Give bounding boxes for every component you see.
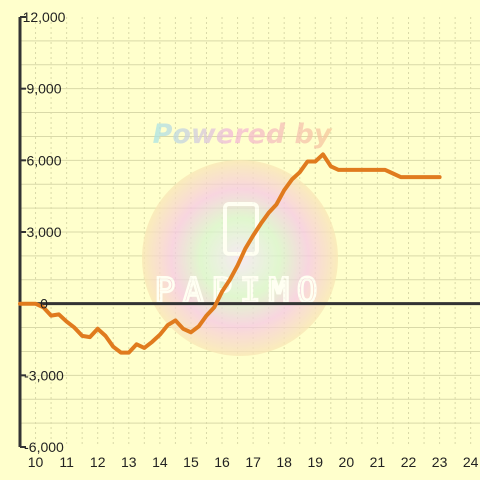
x-tick-label: 13: [121, 454, 137, 470]
x-tick-label: 10: [28, 454, 44, 470]
x-tick-label: 12: [90, 454, 106, 470]
x-tick-label: 20: [339, 454, 355, 470]
x-tick-label: 24: [463, 454, 479, 470]
y-tick-label: -6,000: [24, 439, 64, 455]
tick-labels: -6,000 -3,000 0 3,000 6,000 9,000 12,000 10 11 12…: [23, 9, 479, 470]
x-tick-label: 17: [245, 454, 261, 470]
x-tick-label: 19: [307, 454, 323, 470]
series-line: [18, 152, 442, 355]
x-tick-label: 16: [214, 454, 230, 470]
x-tick-label: 15: [183, 454, 199, 470]
watermark: Powered by PAPIMO: [142, 119, 338, 356]
x-tick-label: 18: [276, 454, 292, 470]
x-tick-label: 11: [59, 454, 74, 470]
x-tick-label: 23: [432, 454, 448, 470]
series-layer: [18, 152, 442, 355]
y-tick-label: -3,000: [24, 367, 64, 383]
watermark-text: Powered by: [153, 119, 333, 150]
x-tick-label: 21: [370, 454, 386, 470]
x-tick-label: 22: [401, 454, 417, 470]
x-tick-label: 14: [152, 454, 168, 470]
y-tick-label: 12,000: [23, 9, 66, 25]
axes: [18, 16, 480, 448]
y-tick-label: 0: [40, 296, 48, 312]
y-tick-label: 6,000: [26, 152, 61, 168]
y-tick-label: 9,000: [26, 81, 61, 97]
y-tick-label: 3,000: [26, 224, 61, 240]
